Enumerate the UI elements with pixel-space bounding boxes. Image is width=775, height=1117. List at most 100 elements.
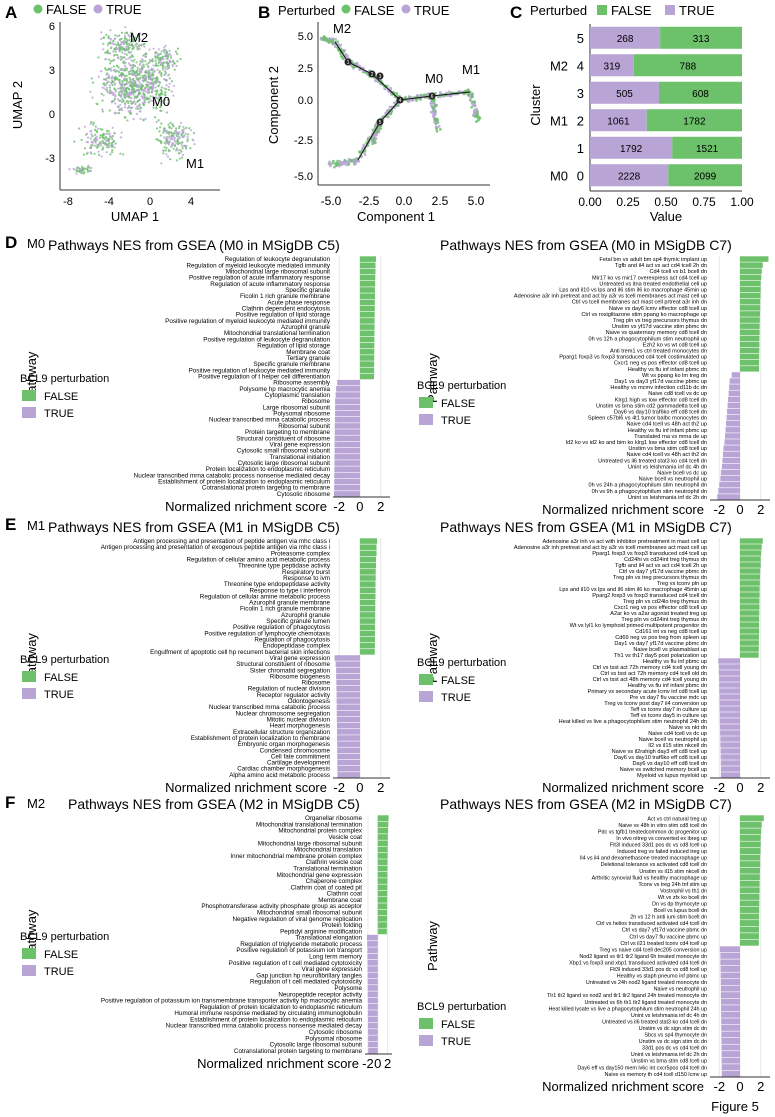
gsea-pathway-label: Ctrl vs tsst act 72h memory cd4 tcell yo… xyxy=(593,665,707,671)
umap-point xyxy=(107,146,110,149)
umap-point xyxy=(119,73,122,77)
umap-point xyxy=(172,59,175,62)
trajectory-point xyxy=(374,79,377,83)
umap-point xyxy=(89,146,92,149)
gsea-pathway-label: Viral gene expression xyxy=(270,655,331,662)
gsea-bar xyxy=(720,469,740,476)
gsea-bar xyxy=(720,748,740,754)
gsea-pathway-label: Id2 ko vs id2 ko and bim ko klrg1 low ef… xyxy=(566,440,707,446)
umap-point xyxy=(136,95,139,99)
bar-false-cluster-1 xyxy=(672,136,742,159)
umap-point xyxy=(149,83,152,86)
gsea-pathway-label: Protein targeting to membrane xyxy=(245,429,331,436)
legend-true-swatch xyxy=(93,4,103,14)
gsea-bar xyxy=(359,649,375,655)
trajectory-point xyxy=(338,159,342,163)
umap-point xyxy=(104,142,107,145)
trajectory-point xyxy=(343,49,346,52)
trajectory-point xyxy=(325,38,329,42)
cluster-tick-label: 3 xyxy=(577,86,584,101)
umap-point xyxy=(122,42,125,45)
gsea-legend-true: TRUE xyxy=(441,415,471,427)
gsea-bar xyxy=(719,712,740,718)
gsea-pathway-label: Ctrl vs tsst act 48h memory cd4 tcell yo… xyxy=(593,677,707,683)
gsea-bar xyxy=(740,867,760,874)
umap-point xyxy=(127,110,130,113)
umap-point xyxy=(170,90,173,93)
trajectory-point xyxy=(322,36,326,39)
umap-point xyxy=(74,168,77,171)
legend-true-swatch xyxy=(22,688,36,699)
umap-point xyxy=(76,167,79,170)
trajectory-point xyxy=(331,40,334,44)
gsea-bar xyxy=(720,992,740,999)
umap-point xyxy=(133,97,136,100)
umap-point xyxy=(102,36,105,40)
gsea-pathway-label: Ficolin 1 rich granule membrane xyxy=(240,606,330,613)
umap-point xyxy=(154,55,157,59)
gsea-pathway-label: Pparg1 foxp3 vs foxp3 transduced cd4 tce… xyxy=(592,551,707,557)
legend-true-swatch xyxy=(665,5,675,15)
trajectory-point xyxy=(335,163,339,167)
gsea-title: Pathways NES from GSEA (M1 in MSigDB C5) xyxy=(48,519,340,535)
gsea-pathway-label: Xbp1 vs foxp3 and xbp1 transduced activa… xyxy=(569,960,707,966)
gsea-title: Pathways NES from GSEA (M2 in MSigDB C5) xyxy=(68,796,360,812)
umap-point xyxy=(152,106,155,109)
umap-point xyxy=(138,73,141,76)
gsea-pathway-label: Protein localization to endoplasmic reti… xyxy=(206,466,330,473)
gsea-bar xyxy=(740,604,760,610)
gsea-bar xyxy=(740,580,760,586)
umap-point xyxy=(159,58,162,61)
umap-point xyxy=(172,147,175,150)
umap-point xyxy=(137,107,140,110)
umap-point xyxy=(152,81,155,84)
umap-point xyxy=(90,77,93,80)
umap-point xyxy=(155,80,158,83)
gsea-pathway-label: Untreated vs il6 treated stat3 ko cd4 tc… xyxy=(602,1019,707,1025)
gsea-bar xyxy=(337,772,360,778)
gsea-pathway-label: Polysomal ribosome xyxy=(273,411,330,418)
umap-point xyxy=(107,76,110,79)
umap-point xyxy=(98,136,101,139)
umap-point xyxy=(186,138,189,141)
umap-point xyxy=(163,87,166,90)
umap-point xyxy=(160,122,163,125)
gsea-bar xyxy=(336,386,360,392)
gsea-xtick: -2 xyxy=(714,502,726,517)
umap-point xyxy=(118,34,121,37)
umap-point xyxy=(120,91,123,94)
umap-point xyxy=(157,98,160,101)
gsea-pathway-label: Naive bcell vs neutrophil up xyxy=(639,477,707,483)
bar-true-cluster-2 xyxy=(590,109,647,132)
umap-point xyxy=(115,64,118,67)
umap-point xyxy=(113,83,116,86)
umap-point xyxy=(117,93,121,96)
umap-point xyxy=(168,77,171,80)
umap-point xyxy=(142,43,145,46)
umap-point xyxy=(154,101,157,104)
umap-point xyxy=(101,148,104,151)
trajectory-point xyxy=(329,162,333,166)
umap-point xyxy=(86,170,89,173)
umap-point xyxy=(148,77,151,81)
gsea-xtick: 2 xyxy=(757,1079,764,1094)
gsea-bar xyxy=(720,736,740,742)
umap-point xyxy=(115,46,118,49)
bar-true-cluster-0 xyxy=(590,164,669,187)
umap-point xyxy=(168,125,171,129)
umap-point xyxy=(114,34,117,37)
panel-e-letter: E xyxy=(5,515,16,534)
legend-true-swatch xyxy=(419,1035,433,1046)
umap-point xyxy=(120,100,123,103)
gsea-bar xyxy=(367,985,378,991)
gsea-bar xyxy=(717,494,740,500)
gsea-xlabel: Normalized nrichment score xyxy=(165,780,327,795)
gsea-pathway-label: Teff vs tconv day5 in culture up xyxy=(630,713,707,719)
umap-point xyxy=(124,103,127,106)
gsea-bar xyxy=(359,281,376,287)
umap-point xyxy=(170,131,173,134)
umap-point xyxy=(145,96,148,99)
trajectory-point xyxy=(339,43,343,47)
umap-point xyxy=(138,32,142,35)
